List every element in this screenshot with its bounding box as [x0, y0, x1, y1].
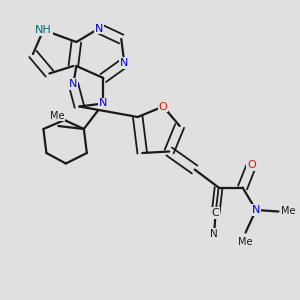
- Text: Me: Me: [238, 237, 253, 247]
- Text: N: N: [94, 23, 103, 34]
- Text: N: N: [210, 229, 218, 239]
- Text: O: O: [159, 101, 168, 112]
- Text: C: C: [212, 208, 220, 218]
- Text: N: N: [252, 205, 260, 215]
- Text: O: O: [247, 160, 256, 170]
- Text: N: N: [120, 58, 128, 68]
- Text: NH: NH: [35, 25, 52, 35]
- Text: N: N: [99, 98, 107, 109]
- Text: Me: Me: [50, 111, 64, 121]
- Text: N: N: [69, 79, 78, 89]
- Text: Me: Me: [281, 206, 296, 217]
